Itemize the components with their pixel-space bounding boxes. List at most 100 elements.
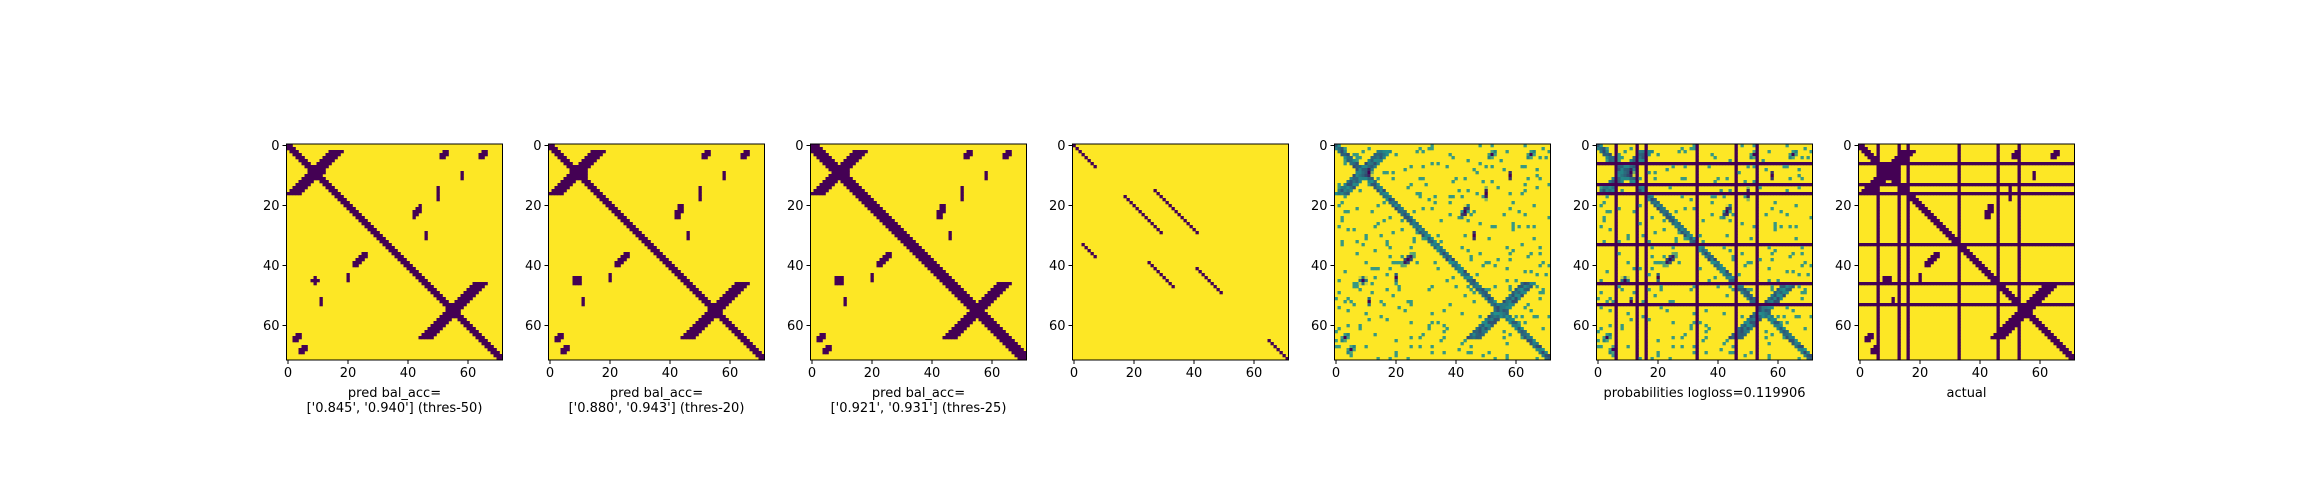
heatmap-cell [1779,327,1783,331]
heatmap-cell [1614,219,1618,223]
heatmap-cell [557,333,561,337]
heatmap-cell [2017,165,2021,169]
heatmap-cell [1749,261,1753,265]
heatmap-cell [1897,144,1901,148]
heatmap-cell [331,192,335,196]
heatmap-cell [1897,282,1901,286]
heatmap-cell [394,252,398,256]
heatmap-cell [1644,168,1648,172]
heatmap-cell [822,159,826,163]
heatmap-cell [1493,285,1497,289]
heatmap-cell [1635,297,1639,301]
heatmap-cell [662,261,666,265]
heatmap-cell [1770,192,1774,196]
heatmap-cell [2011,243,2015,247]
heatmap-cell [918,252,922,256]
heatmap-cell [1391,204,1395,208]
heatmap-cell [1939,222,1943,226]
heatmap-cell [578,282,582,286]
y-tick-label: 60 [263,319,280,334]
heatmap-cell [1797,285,1801,289]
heatmap-cell [674,216,678,220]
heatmap-cell [433,330,437,334]
heatmap-cell [1496,309,1500,313]
heatmap-cell [1454,264,1458,268]
heatmap-cell [2053,162,2057,166]
heatmap-cell [1343,186,1347,190]
heatmap-cell [846,171,850,175]
heatmap-cell [1698,162,1702,166]
heatmap-cell [1752,300,1756,304]
heatmap-cell [1755,303,1759,307]
heatmap-cell [466,327,470,331]
heatmap-cell [713,312,717,316]
heatmap-cell [1635,150,1639,154]
heatmap-cell [1466,336,1470,340]
heatmap-cell [1876,189,1880,193]
heatmap-cell [1605,153,1609,157]
heatmap-cell [1632,303,1636,307]
heatmap-cell [1773,282,1777,286]
heatmap-cell [1644,192,1648,196]
heatmap-cell [876,264,880,268]
heatmap-cell [1888,162,1892,166]
heatmap-cell [1644,222,1648,226]
heatmap-cell [900,237,904,241]
heatmap-cell [1343,153,1347,157]
heatmap-cell [1918,207,1922,211]
heatmap-cell [1906,249,1910,253]
heatmap-cell [1680,231,1684,235]
heatmap-cell [1469,351,1473,355]
heatmap-cell [319,159,323,163]
heatmap-cell [1734,225,1738,229]
heatmap-cell [1984,162,1988,166]
heatmap-cell [689,330,693,334]
heatmap-cell [355,213,359,217]
heatmap-cell [816,153,820,157]
heatmap-cell [1614,354,1618,358]
heatmap-cell [2008,186,2012,190]
heatmap-cell [2044,183,2048,187]
heatmap-cell [1343,333,1347,337]
heatmap-cell [1740,144,1744,148]
heatmap-cell [1734,231,1738,235]
heatmap-cell [484,282,488,286]
heatmap-cell [1614,276,1618,280]
heatmap-cell [1990,204,1994,208]
heatmap-cell [1746,189,1750,193]
heatmap-cell [1629,192,1633,196]
heatmap-cell [1764,300,1768,304]
heatmap-cell [1743,327,1747,331]
heatmap-cell [460,315,464,319]
heatmap-cell [469,330,473,334]
heatmap-cell [963,156,967,160]
heatmap-cell [1755,246,1759,250]
heatmap-cell [1761,192,1765,196]
heatmap-cell [1906,228,1910,232]
heatmap-cell [1996,324,2000,328]
heatmap-cell [1689,162,1693,166]
heatmap-cell [436,330,440,334]
heatmap-cell [1517,291,1521,295]
heatmap-cell [1276,348,1280,352]
heatmap-cell [888,222,892,226]
heatmap-cell [575,177,579,181]
heatmap-cell [1472,231,1476,235]
heatmap-cell [981,321,985,325]
heatmap-cell [987,291,991,295]
heatmap-cell [2014,315,2018,319]
heatmap-cell [1870,303,1874,307]
heatmap-cell [1888,177,1892,181]
heatmap-cell [1493,306,1497,310]
heatmap-cell [1641,192,1645,196]
heatmap-cell [1436,234,1440,238]
heatmap-cell [1659,207,1663,211]
heatmap-cell [292,186,296,190]
heatmap-cell [1957,198,1961,202]
heatmap-cell [1641,183,1645,187]
heatmap-cell [1674,243,1678,247]
heatmap-cell [1376,357,1380,361]
heatmap-cell [1394,351,1398,355]
heatmap-cell [1614,174,1618,178]
heatmap-cell [2011,162,2015,166]
